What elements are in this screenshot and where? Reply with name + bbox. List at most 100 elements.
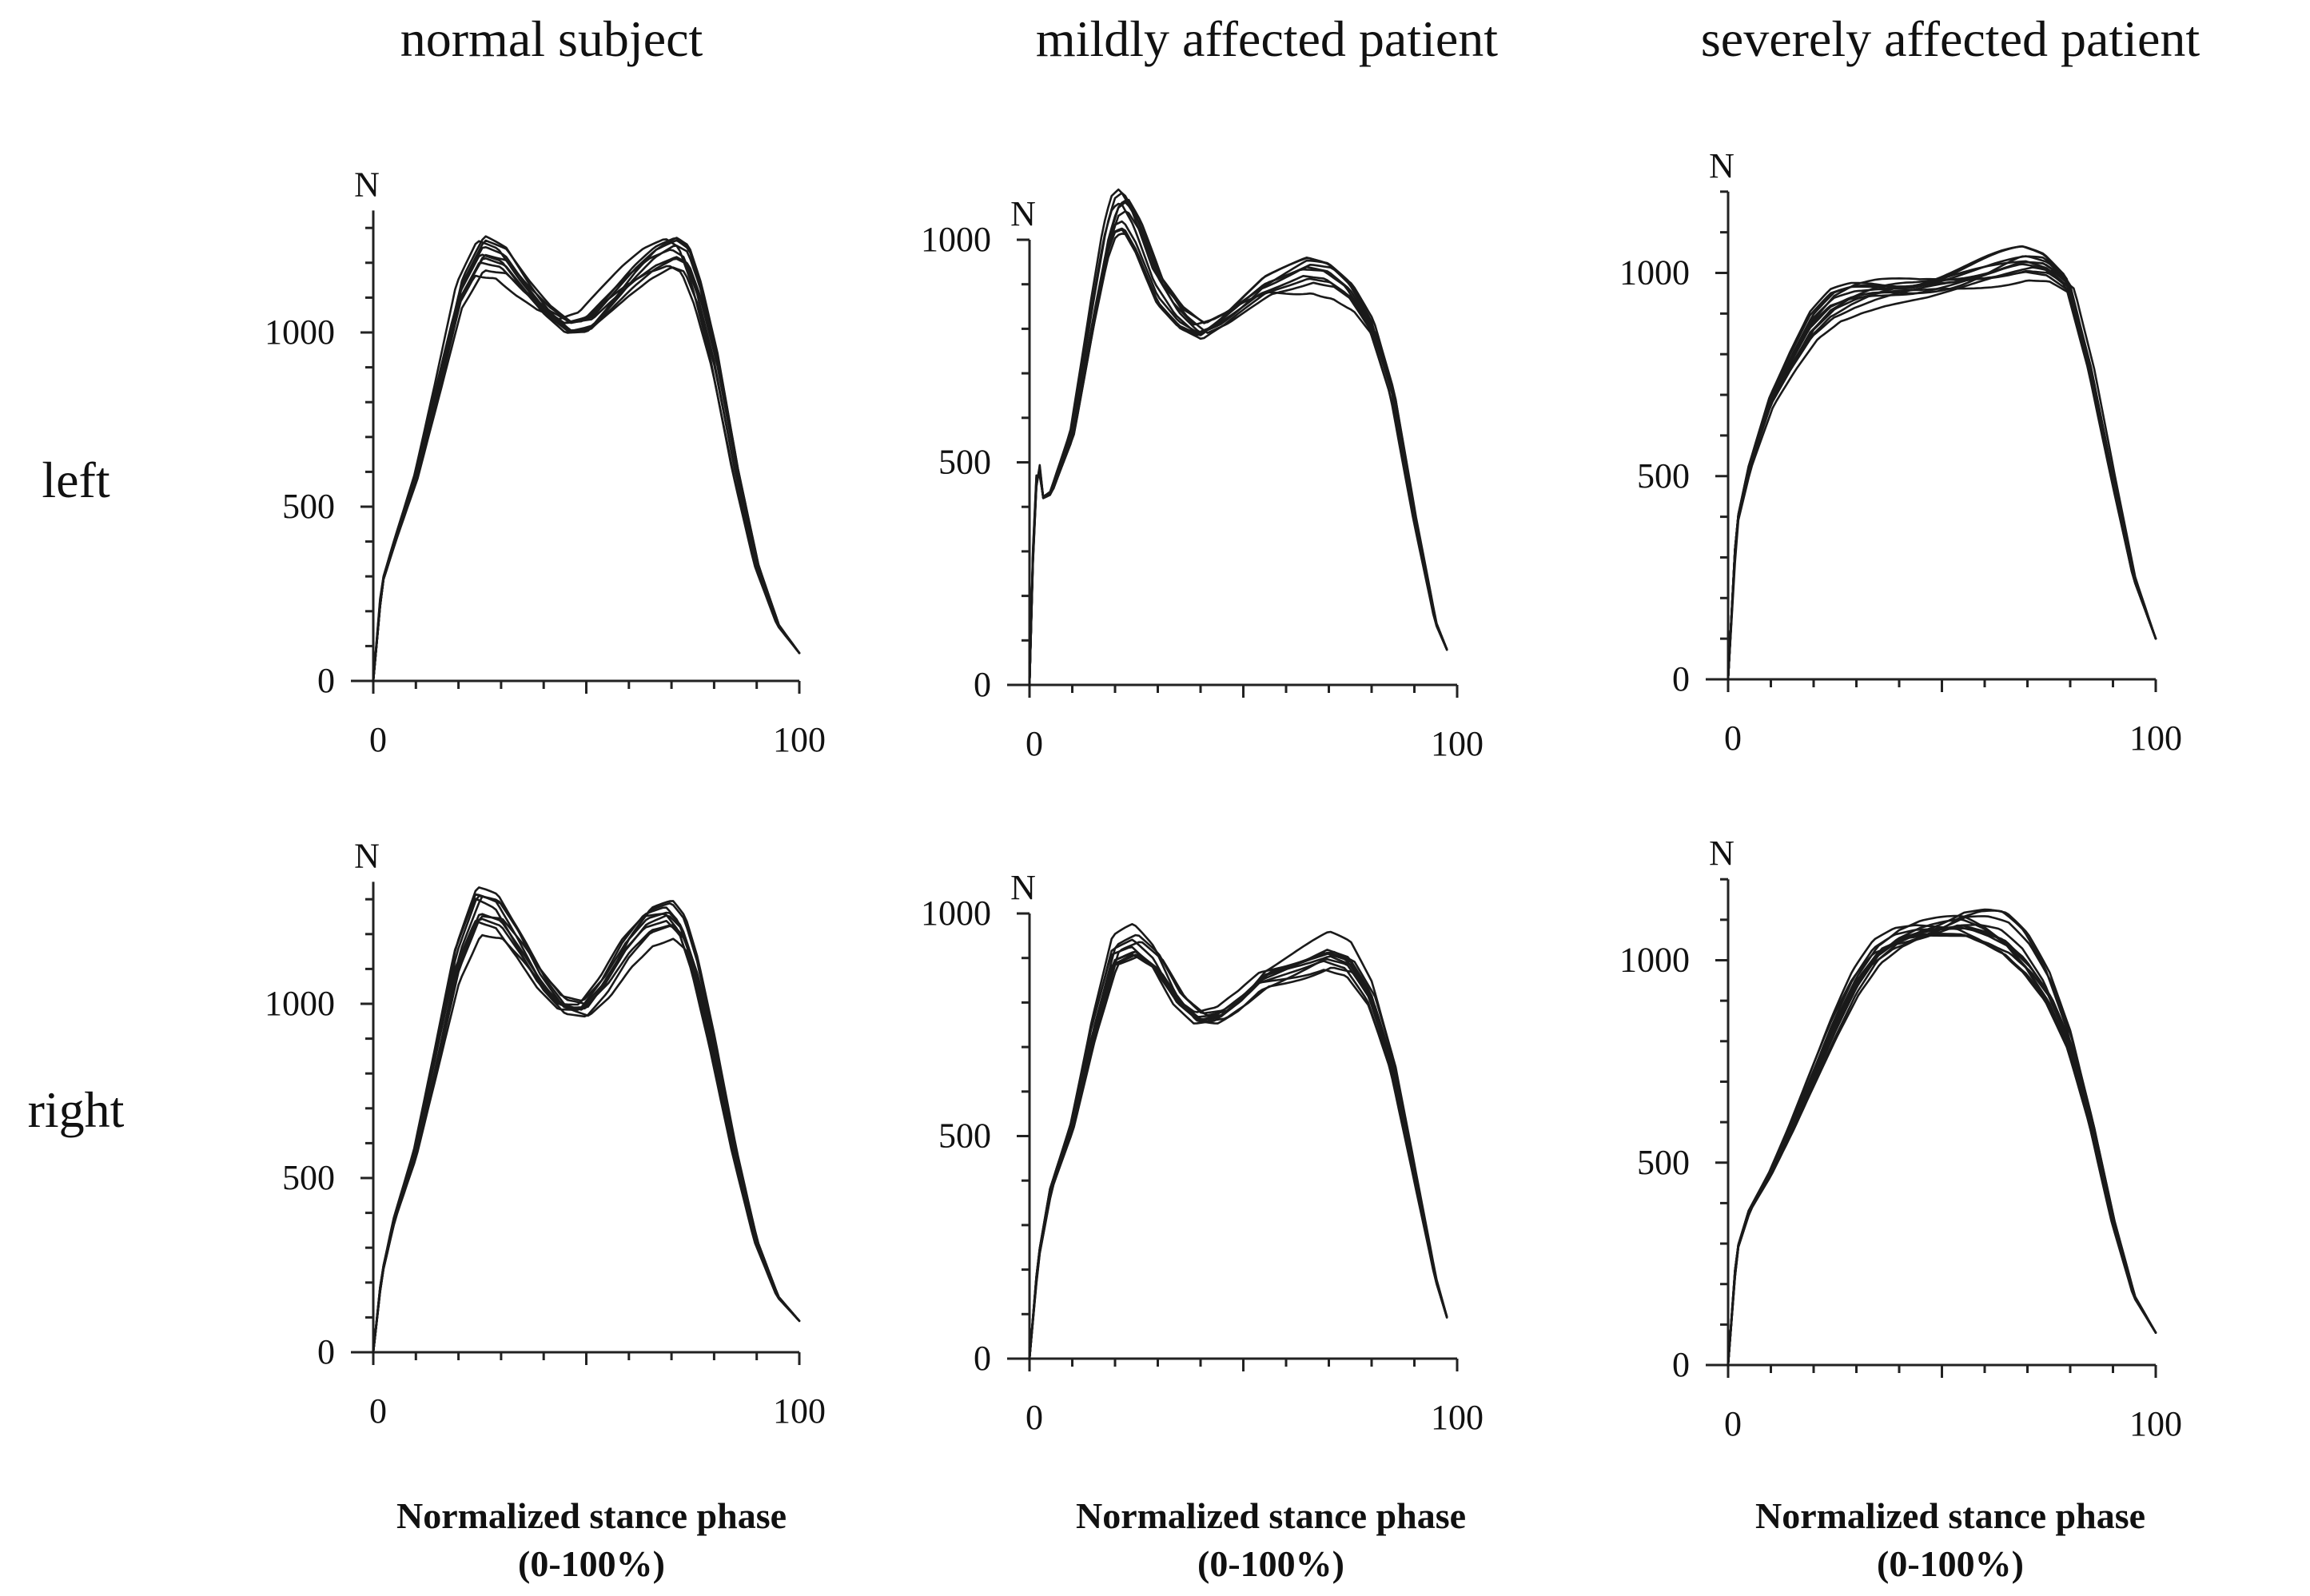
force-trace bbox=[1727, 266, 2157, 681]
x-axis-subtitle-mild: (0-100%) bbox=[1197, 1543, 1344, 1584]
x-axis-title-normal: Normalized stance phase bbox=[396, 1495, 787, 1536]
column-title-normal: normal subject bbox=[400, 10, 703, 67]
force-trace bbox=[1028, 950, 1448, 1360]
force-trace bbox=[1028, 938, 1448, 1360]
force-trace bbox=[1028, 955, 1448, 1360]
x-tick-label: 0 bbox=[369, 720, 387, 759]
y-tick-label: 0 bbox=[317, 661, 335, 700]
force-trace bbox=[1727, 270, 2157, 681]
force-trace bbox=[1028, 198, 1448, 687]
y-tick-label: 1000 bbox=[265, 984, 335, 1023]
x-tick-label: 0 bbox=[1026, 724, 1043, 763]
y-tick-label: 1000 bbox=[1619, 941, 1690, 980]
y-tick-label: 500 bbox=[938, 443, 991, 482]
row-label-left: left bbox=[42, 452, 110, 508]
y-unit-label: N bbox=[1010, 194, 1036, 233]
y-tick-label: 1000 bbox=[921, 220, 991, 259]
force-trace bbox=[372, 895, 801, 1354]
y-unit-label: N bbox=[1010, 868, 1036, 907]
y-tick-label: 1000 bbox=[921, 894, 991, 933]
x-axis-title-mild: Normalized stance phase bbox=[1076, 1495, 1466, 1536]
force-trace bbox=[372, 886, 801, 1354]
y-tick-label: 1000 bbox=[1619, 253, 1690, 293]
y-tick-label: 0 bbox=[1672, 659, 1690, 698]
x-tick-label: 100 bbox=[773, 720, 826, 759]
force-trace bbox=[1727, 934, 2157, 1367]
force-trace bbox=[1727, 245, 2157, 681]
force-trace bbox=[1028, 202, 1448, 687]
force-trace bbox=[1727, 279, 2157, 681]
force-trace bbox=[1727, 260, 2157, 681]
force-trace bbox=[372, 894, 801, 1354]
x-axis-title-severe: Normalized stance phase bbox=[1755, 1495, 2145, 1536]
force-trace bbox=[1727, 924, 2157, 1367]
force-trace bbox=[1727, 245, 2157, 681]
column-title-severe: severely affected patient bbox=[1701, 10, 2200, 67]
force-trace bbox=[372, 893, 801, 1354]
y-tick-label: 500 bbox=[938, 1116, 991, 1156]
force-trace bbox=[1028, 192, 1448, 687]
y-unit-label: N bbox=[354, 836, 380, 875]
x-tick-label: 100 bbox=[1431, 724, 1484, 763]
force-trace bbox=[1727, 263, 2157, 681]
x-tick-label: 0 bbox=[1026, 1398, 1043, 1437]
force-trace bbox=[1727, 261, 2157, 681]
force-trace bbox=[1727, 255, 2157, 681]
y-unit-label: N bbox=[1709, 834, 1734, 873]
force-trace bbox=[372, 898, 801, 1354]
x-tick-label: 100 bbox=[1431, 1398, 1484, 1437]
x-axis-subtitle-normal: (0-100%) bbox=[518, 1543, 665, 1584]
column-title-mild: mildly affected patient bbox=[1036, 10, 1498, 67]
force-trace bbox=[372, 900, 801, 1354]
row-label-right: right bbox=[28, 1081, 125, 1138]
force-trace bbox=[372, 915, 801, 1354]
force-trace bbox=[1727, 255, 2157, 681]
force-trace bbox=[372, 917, 801, 1354]
force-trace bbox=[1727, 914, 2157, 1367]
y-unit-label: N bbox=[1709, 146, 1734, 185]
y-tick-label: 0 bbox=[974, 1339, 991, 1378]
force-trace bbox=[372, 902, 801, 1354]
x-axis-subtitle-severe: (0-100%) bbox=[1877, 1543, 2024, 1584]
y-tick-label: 0 bbox=[1672, 1345, 1690, 1384]
panel-normal-right: 0 500 1000 N 0 100 bbox=[265, 836, 826, 1431]
panel-mild-right: 0 500 1000 N 0 100 bbox=[921, 868, 1484, 1437]
force-trace bbox=[1028, 923, 1448, 1360]
y-tick-label: 500 bbox=[282, 1158, 335, 1197]
force-trace bbox=[1727, 933, 2157, 1367]
y-tick-label: 500 bbox=[1637, 456, 1690, 496]
y-tick-label: 500 bbox=[1637, 1143, 1690, 1182]
y-unit-label: N bbox=[354, 165, 380, 204]
y-tick-label: 1000 bbox=[265, 312, 335, 352]
x-tick-label: 0 bbox=[369, 1391, 387, 1431]
force-trace bbox=[1727, 270, 2157, 681]
force-trace bbox=[1028, 201, 1448, 687]
force-trace bbox=[1727, 261, 2157, 681]
force-trace bbox=[1028, 210, 1448, 687]
y-tick-label: 500 bbox=[282, 487, 335, 526]
panel-severe-left: 0 500 1000 N 0 100 bbox=[1619, 146, 2182, 758]
x-tick-label: 100 bbox=[2129, 1404, 2182, 1443]
force-trace bbox=[372, 238, 801, 683]
x-tick-label: 100 bbox=[2129, 718, 2182, 758]
x-tick-label: 0 bbox=[1724, 718, 1742, 758]
force-trace bbox=[1727, 925, 2157, 1367]
force-trace bbox=[1028, 941, 1448, 1360]
force-trace bbox=[1028, 188, 1448, 687]
force-trace bbox=[1727, 923, 2157, 1367]
y-tick-label: 0 bbox=[974, 665, 991, 704]
force-trace bbox=[372, 906, 801, 1354]
panel-normal-left: 0 500 1000 N 0 100 bbox=[265, 165, 826, 759]
panel-severe-right: 0 500 1000 N 0 100 bbox=[1619, 834, 2182, 1443]
force-trace bbox=[1727, 915, 2157, 1367]
force-trace bbox=[372, 237, 801, 683]
y-tick-label: 0 bbox=[317, 1332, 335, 1371]
force-trace bbox=[1727, 918, 2157, 1367]
force-trace bbox=[1727, 925, 2157, 1367]
x-tick-label: 0 bbox=[1724, 1404, 1742, 1443]
force-trace bbox=[1028, 233, 1448, 687]
x-tick-label: 100 bbox=[773, 1391, 826, 1431]
panel-mild-left: 0 500 1000 N 0 100 bbox=[921, 188, 1484, 763]
force-trace bbox=[1028, 930, 1448, 1360]
